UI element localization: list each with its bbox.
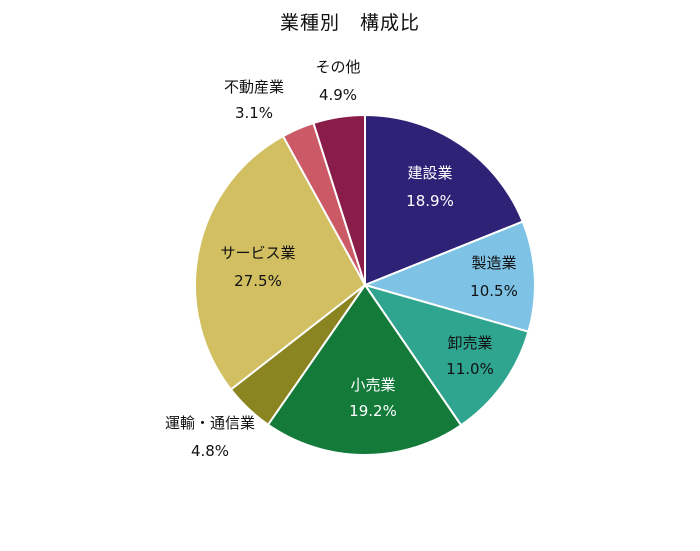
slice-category-label: 小売業 (350, 376, 395, 394)
pie-slice (194, 134, 367, 391)
slice-value-label: 4.9% (319, 86, 357, 104)
slice-category-label: 建設業 (407, 164, 452, 182)
pie-slices (194, 113, 536, 456)
slice-value-label: 10.5% (470, 282, 518, 300)
slice-category-label: サービス業 (220, 244, 295, 262)
pie-labels: 建設業 18.9% 製造業 10.5% 卸売業 11.0% 小売業 19.2% 運輸・通信業 4.… (165, 58, 518, 460)
pie-slice (362, 283, 530, 427)
pie-slice (266, 283, 463, 456)
slice-category-label: 不動産業 (224, 78, 284, 96)
pie-slice (364, 113, 525, 287)
slice-value-label: 3.1% (235, 104, 273, 122)
slice-value-label: 19.2% (349, 402, 397, 420)
slice-category-label: 運輸・通信業 (165, 414, 255, 432)
slice-category-label: 製造業 (471, 254, 516, 272)
slice-value-label: 11.0% (446, 360, 494, 378)
slice-category-label: その他 (315, 58, 360, 76)
slice-value-label: 4.8% (191, 442, 229, 460)
pie-slice (312, 113, 366, 286)
slice-value-label: 18.9% (406, 192, 454, 210)
slice-value-label: 27.5% (234, 272, 282, 290)
slice-category-label: 卸売業 (447, 334, 492, 352)
pie-slice (361, 220, 536, 333)
chart-title: 業種別 構成比 (279, 12, 420, 34)
